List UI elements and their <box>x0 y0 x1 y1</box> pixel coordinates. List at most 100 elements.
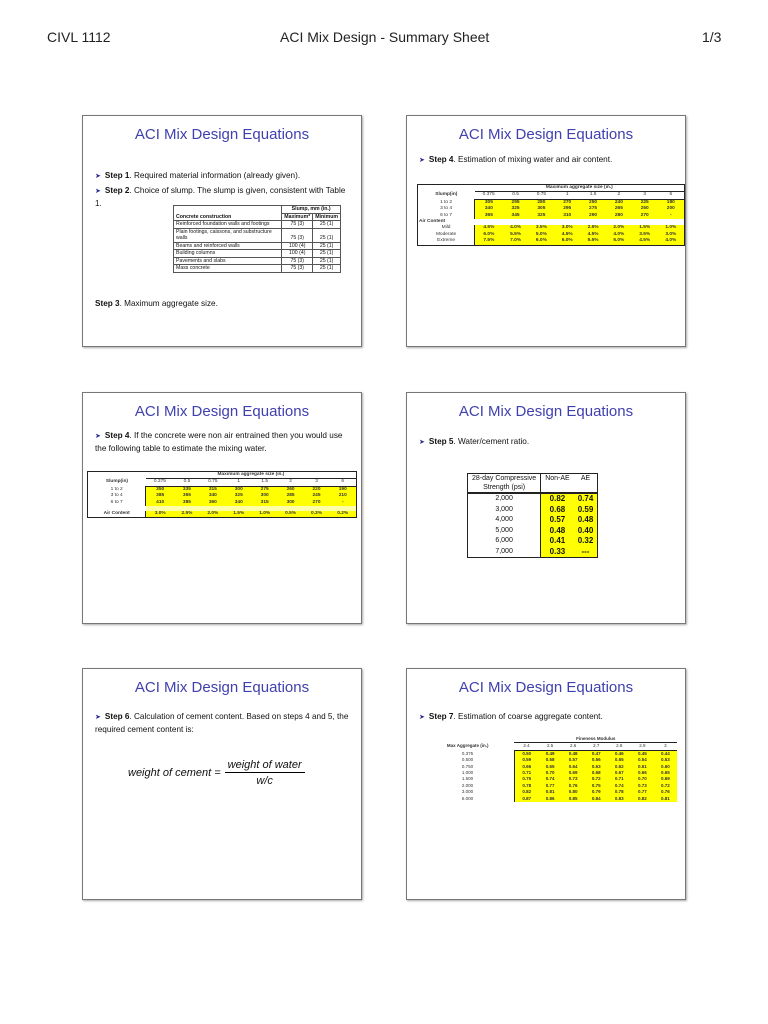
table-cell: 6.0% <box>528 238 555 246</box>
table-cell: 2 <box>289 479 292 485</box>
table-cell: 0.62 <box>607 763 631 771</box>
arrow-icon: ➤ <box>419 714 425 721</box>
table-cell: 385 <box>173 499 200 507</box>
table-row: Max Aggregate (in.) 2.4 2.5 2.6 2.7 2.8 2.9 3 <box>421 743 677 750</box>
non-ae-water-table: Maximum aggregate size (in.) Slump(in) 0.3… <box>87 471 357 519</box>
table-cell: 75 (3) <box>281 256 314 265</box>
table-row: 3,000 0.68 0.59 <box>467 504 598 515</box>
table-cell: 305 <box>528 206 555 213</box>
slide-title: ACI Mix Design Equations <box>458 126 634 143</box>
table-cell: 4.5% <box>580 231 606 239</box>
table-cell: 200 <box>657 206 685 213</box>
table-cell: 2.0% <box>199 511 226 518</box>
table-cell: 6,000 <box>467 536 542 547</box>
table-cell: 0.49 <box>538 749 562 758</box>
table-cell: 0.45 <box>630 749 654 758</box>
table-cell: 5,000 <box>467 525 542 536</box>
table-row: Pavements and slabs 75 (3) 25 (1) <box>172 256 341 265</box>
cement-equation: weight of cement = weight of water w/c <box>128 759 305 787</box>
spacer-cell <box>554 219 581 226</box>
table-cell: 335 <box>173 485 200 494</box>
slide-title: ACI Mix Design Equations <box>458 403 634 420</box>
table-row: 1.000 0.71 0.70 0.69 0.68 0.67 0.66 0.65 <box>421 770 677 777</box>
table-cell: 325 <box>528 212 555 220</box>
table-row: 3.000 0.82 0.81 0.80 0.79 0.78 0.77 0.76 <box>421 789 677 796</box>
table-cell: 2.6 <box>570 743 577 749</box>
table-cell: 340 <box>225 499 252 507</box>
table-cell: 0.81 <box>653 795 677 803</box>
arrow-icon: ➤ <box>95 173 101 180</box>
table-cell: 310 <box>554 212 581 220</box>
table-cell: 2,000 <box>467 492 542 505</box>
table-cell: 0.56 <box>584 757 608 764</box>
table-row: Plain footings, caissons, and substructu… <box>172 227 341 243</box>
table-cell: 0.48 <box>540 525 574 536</box>
table-cell: 1 <box>237 479 241 485</box>
table-cell: 0.44 <box>653 749 677 758</box>
table-cell: 1.000 <box>461 770 474 776</box>
table-cell <box>88 472 146 479</box>
table-cell: 270 <box>554 198 581 207</box>
table-cell: Extreme <box>437 238 456 244</box>
slide-title: ACI Mix Design Equations <box>134 403 310 420</box>
table-cell: 280 <box>528 198 555 207</box>
table-cell: 6 to 7 <box>110 499 123 505</box>
table-cell: 0.77 <box>538 782 562 790</box>
spacer-cell <box>631 219 658 226</box>
table-cell: 0.41 <box>540 536 574 547</box>
table-cell: 3.0% <box>554 225 581 232</box>
table-cell: 0.59 <box>573 504 598 515</box>
table-cell: 3 to 4 <box>440 206 453 212</box>
table-cell: 4.0% <box>657 238 685 246</box>
table-row: 0.750 0.66 0.65 0.64 0.63 0.62 0.61 0.60 <box>421 763 677 771</box>
table-row: 2.000 0.78 0.77 0.76 0.75 0.74 0.73 0.72 <box>421 782 677 790</box>
table-cell: 300 <box>225 485 252 494</box>
table-cell: 345 <box>502 212 529 220</box>
table-cell: 2 <box>617 192 621 198</box>
table-cell: 3.0% <box>145 511 174 518</box>
table-cell: 285 <box>277 493 304 500</box>
table-cell: 350 <box>145 485 174 494</box>
table-row: Slump(in) 0.375 0.5 0.75 1 1.5 2 3 6 <box>418 192 685 199</box>
table-cell: 270 <box>631 212 658 220</box>
table-cell: 0.72 <box>584 776 608 783</box>
table-cell: 6 <box>341 479 345 485</box>
table-cell: 0.2% <box>329 511 357 518</box>
table-cell: 0.61 <box>630 763 654 771</box>
table-cell: 1.500 <box>461 776 474 782</box>
table-cell: 0.48 <box>561 749 585 758</box>
table-cell: 4.5% <box>474 225 503 232</box>
table-cell: 1.0% <box>251 511 278 518</box>
table-cell: 4.5% <box>554 231 581 239</box>
table-cell: 0.750 <box>461 763 474 769</box>
table-cell: 0.65 <box>653 770 677 777</box>
table-cell: 0.87 <box>513 795 539 803</box>
table-cell: 0.50 <box>513 749 539 758</box>
table-cell: Beams and reinforced walls <box>172 241 283 250</box>
slide-1: ACI Mix Design Equations ➤ Step 1. Requir… <box>82 115 362 347</box>
equation-lhs: weight of cement = <box>128 767 221 779</box>
table-cell: Air Content <box>103 511 130 517</box>
arrow-icon: ➤ <box>419 157 425 164</box>
spacer-cell <box>528 219 555 226</box>
table-row: Air Content <box>418 219 685 226</box>
table-cell: 180 <box>657 198 685 207</box>
table-cell: Pavements and slabs <box>172 256 283 265</box>
table-cell: 6.0% <box>474 231 503 239</box>
table-cell: 250 <box>580 198 606 207</box>
spacer-cell <box>580 219 606 226</box>
table-cell: 3.5% <box>631 231 658 239</box>
table-row: Maximum aggregate size (in.) <box>88 471 357 480</box>
table-cell: 3,000 <box>467 504 542 515</box>
table-cell: 0.48 <box>573 515 598 526</box>
table-row: 6,000 0.41 0.32 <box>467 536 598 547</box>
table-cell: 4.0% <box>502 225 529 232</box>
table-row: 1.500 0.75 0.74 0.73 0.72 0.71 0.70 0.69 <box>421 776 677 783</box>
table-cell: 75 (3) <box>281 264 314 273</box>
table-cell: 2.5% <box>580 225 606 232</box>
table-cell: 0.75 <box>536 192 547 198</box>
header-cell: Non-AE <box>545 475 570 482</box>
table-row: Fineness Modulus <box>421 736 677 744</box>
table-cell: 275 <box>580 206 606 213</box>
table-cell: 265 <box>605 206 632 213</box>
